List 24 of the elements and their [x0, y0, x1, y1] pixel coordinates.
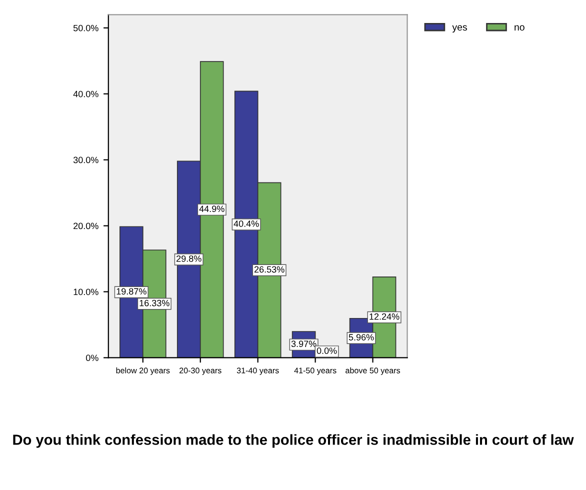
- legend-label: no: [514, 25, 524, 31]
- data-label: 3.97%: [291, 340, 316, 348]
- data-label: 12.24%: [370, 313, 400, 320]
- y-tick-label: 20.0%: [74, 222, 98, 230]
- x-tick-label: 20-30 years: [180, 368, 222, 375]
- y-tick-label: 0%: [86, 354, 98, 362]
- x-tick-label: below 20 years: [116, 367, 170, 375]
- data-label: 0.0%: [316, 348, 337, 354]
- data-label: 26.53%: [254, 266, 284, 273]
- data-label: 29.8%: [176, 255, 202, 262]
- x-tick-label: above 50 years: [346, 367, 400, 375]
- data-label: 19.87%: [116, 288, 146, 295]
- x-tick-label: 41-50 years: [294, 368, 336, 375]
- data-label: 44.9%: [199, 206, 224, 212]
- y-tick-label: 50.0%: [73, 24, 98, 32]
- data-label: 5.96%: [348, 334, 374, 340]
- y-tick-label: 10.0%: [74, 288, 98, 296]
- x-tick-label: 31-40 years: [236, 368, 279, 375]
- y-tick-label: 30.0%: [73, 156, 98, 164]
- y-tick-label: 40.0%: [73, 90, 98, 98]
- legend-label: yes: [452, 25, 467, 33]
- data-label: 16.33%: [140, 300, 170, 306]
- data-label: 40.4%: [234, 220, 259, 227]
- text: Do you think confession made to the police officer is inadmissible in court of law: [13, 434, 574, 448]
